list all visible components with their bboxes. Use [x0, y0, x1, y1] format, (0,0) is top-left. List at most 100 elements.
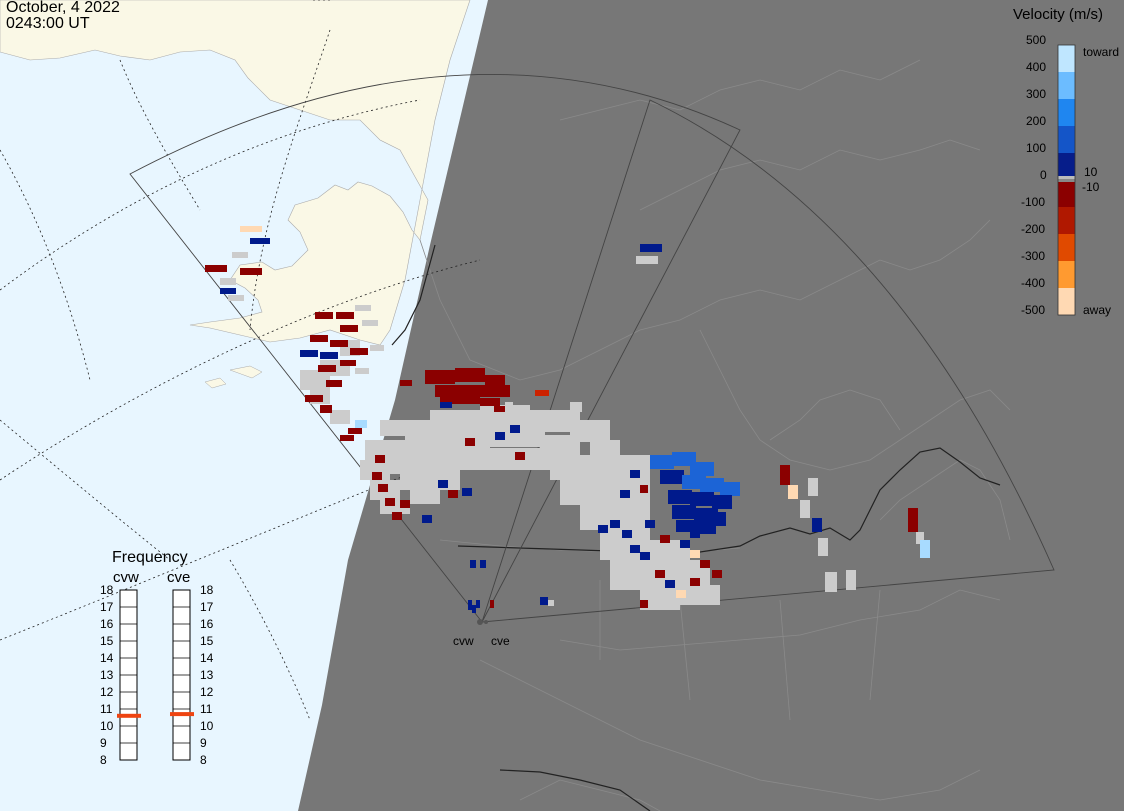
scatter-cell [480, 560, 486, 568]
velocity-tick-m100: -100 [1021, 195, 1046, 209]
colorbar-m500 [1058, 288, 1075, 315]
site-dot-cvw [477, 619, 483, 625]
scatter-cell [392, 512, 402, 520]
scatter-cell [315, 312, 333, 319]
velocity-tick-300: 300 [1026, 87, 1047, 101]
scatter-cell [908, 508, 918, 532]
scatter-cell [680, 585, 720, 605]
scatter-cell [495, 425, 545, 447]
scatter-cell [660, 470, 684, 484]
scatter-cell [348, 428, 362, 434]
scatter-cell [846, 570, 856, 590]
scatter-cell [590, 470, 620, 500]
colorbar-m300 [1058, 234, 1075, 261]
frequency-radar-cve: cve [167, 569, 191, 586]
scatter-cell [495, 432, 505, 440]
scatter-cell [410, 490, 440, 504]
scatter-cell [336, 312, 354, 319]
velocity-tick-m300: -300 [1021, 249, 1046, 263]
scatter-cell [320, 405, 332, 413]
scatter-cell [480, 405, 530, 427]
scatter-cell [676, 520, 700, 532]
colorbar-300 [1058, 99, 1075, 126]
scatter-cell [510, 425, 520, 433]
freq-tick-label: 13 [200, 668, 214, 682]
scatter-cell [540, 597, 548, 605]
velocity-tick-200: 200 [1026, 114, 1047, 128]
freq-tick-label: 16 [100, 617, 114, 631]
scatter-cell [622, 530, 632, 538]
scatter-cell [400, 470, 430, 490]
scatter-cell [812, 518, 822, 532]
away-label: away [1083, 303, 1112, 317]
scatter-cell [462, 488, 472, 496]
scatter-cell [780, 465, 790, 485]
frequency-title: Frequency [112, 549, 188, 566]
scatter-cell [430, 445, 490, 470]
scatter-cell [598, 525, 608, 533]
scatter-cell [330, 410, 350, 424]
scatter-cell [470, 560, 476, 568]
velocity-inner-tick-m10: -10 [1082, 180, 1100, 194]
velocity-scale-title: Velocity (m/s) [1013, 6, 1104, 23]
colorbar-100 [1058, 153, 1075, 176]
scatter-cell [370, 345, 384, 351]
scatter-cell [610, 520, 620, 528]
scatter-cell [340, 360, 356, 366]
velocity-tick-m500: -500 [1021, 303, 1046, 317]
scatter-cell [700, 560, 710, 568]
nightside-outlines [419, 59, 1011, 811]
colorbar-m200 [1058, 207, 1075, 234]
scatter-cell [205, 265, 227, 272]
scatter-cell [636, 256, 658, 264]
scatter-cell [228, 295, 244, 301]
scatter-cell [505, 402, 513, 412]
scatter-cell [232, 252, 248, 258]
scatter-cell [340, 325, 358, 332]
freq-tick-label: 8 [200, 753, 207, 767]
grid-lines [0, 0, 481, 721]
velocity-tick-400: 400 [1026, 60, 1047, 74]
scatter-cell [340, 435, 354, 441]
scatter-cell [438, 480, 448, 488]
scatter-cell [440, 402, 452, 408]
scatter-cell [690, 550, 700, 558]
scatter-cell [425, 370, 455, 384]
toward-label: toward [1083, 45, 1120, 59]
scatter-cell [494, 406, 506, 412]
scatter-cell [360, 460, 390, 480]
land-islands [204, 365, 263, 389]
scatter-cell [570, 402, 582, 412]
freq-tick-label: 15 [100, 634, 114, 648]
scatter-cell [548, 600, 554, 606]
site-label-cvw: cvw [453, 634, 474, 648]
scatter-cell [650, 455, 674, 469]
colorbar-200 [1058, 126, 1075, 153]
scatter-cell [448, 490, 458, 498]
freq-tick-label: 13 [100, 668, 114, 682]
freq-tick-label: 12 [200, 685, 214, 699]
scatter-cell [476, 600, 480, 608]
frequency-gauges [117, 589, 194, 761]
freq-tick-label: 11 [200, 702, 213, 716]
scatter-cell [250, 238, 270, 244]
scatter-cell [640, 485, 648, 493]
scatter-cell [422, 515, 432, 523]
scatter-cell [825, 572, 837, 592]
scatter-cell [800, 500, 810, 518]
scatter-cell [668, 490, 692, 504]
freq-tick-label: 18 [100, 583, 114, 597]
scatter-cell [435, 385, 465, 397]
colorbar-m100 [1058, 182, 1075, 207]
freq-marker-cvw [117, 713, 141, 718]
colorbar-m400 [1058, 261, 1075, 288]
velocity-tick-500: 500 [1026, 33, 1047, 47]
scatter-cell [490, 600, 494, 608]
velocity-colorbar [1057, 44, 1076, 316]
frequency-radar-cvw: cvw [113, 569, 139, 586]
scatter-cell [640, 600, 648, 608]
scatter-cell [305, 395, 323, 402]
colorbar-frame [1057, 44, 1076, 316]
scatter-cell [818, 538, 828, 556]
freq-tick-label: 11 [100, 702, 113, 716]
